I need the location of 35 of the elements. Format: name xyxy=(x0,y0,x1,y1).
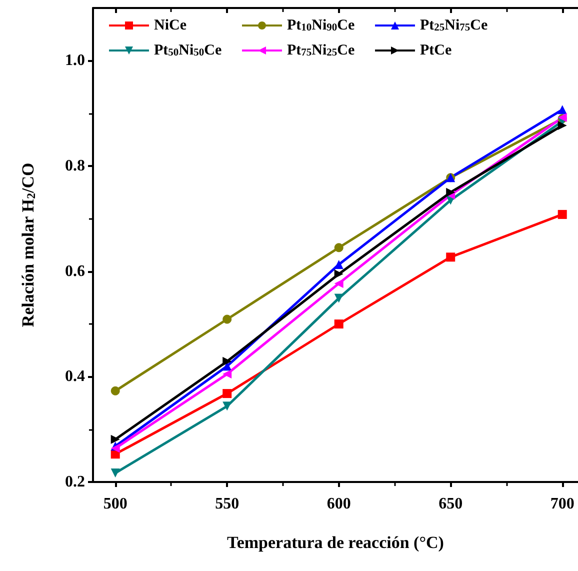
x-tick-label: 600 xyxy=(326,496,351,512)
y-tick-label: 0.6 xyxy=(65,262,85,280)
point xyxy=(446,252,456,262)
x-tick-label: 700 xyxy=(550,496,574,512)
y-tick-label: 0.4 xyxy=(65,368,85,386)
point xyxy=(334,294,344,303)
point xyxy=(110,468,120,478)
legend-label: Pt10Ni90Ce xyxy=(287,18,355,34)
point xyxy=(110,434,120,444)
point xyxy=(334,278,344,288)
point xyxy=(558,105,567,114)
x-axis-title: Temperatura de reacción (°C) xyxy=(227,533,444,552)
legend-label: Pt75Ni25Ce xyxy=(287,42,355,59)
point xyxy=(222,370,232,379)
point xyxy=(334,320,344,328)
legend-label: NiCe xyxy=(154,18,187,34)
point xyxy=(222,356,232,366)
point xyxy=(558,210,567,219)
legend-label: Pt25Ni75Ce xyxy=(420,18,488,34)
point xyxy=(334,243,344,252)
point xyxy=(110,386,120,396)
x-tick-label: 550 xyxy=(215,496,240,512)
point xyxy=(334,269,344,278)
y-tick-label: 0.8 xyxy=(65,158,85,174)
legend-label: Pt50Ni50Ce xyxy=(154,42,222,59)
y-axis-title: Relación molar H2/CO xyxy=(18,162,38,328)
point xyxy=(446,188,456,197)
point xyxy=(558,120,567,130)
y-tick-label: 0.2 xyxy=(65,474,85,490)
point xyxy=(222,389,232,398)
point xyxy=(222,314,232,324)
x-tick-label: 500 xyxy=(103,496,128,512)
legend-label: PtCe xyxy=(420,42,452,58)
y-tick-label: 1.0 xyxy=(65,52,85,70)
x-tick-label: 650 xyxy=(438,496,463,512)
